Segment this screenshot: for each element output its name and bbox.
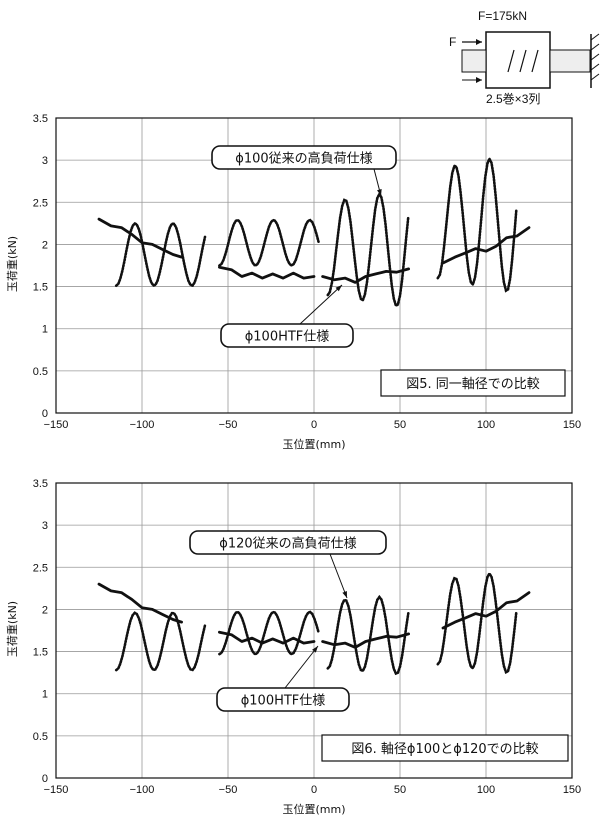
plot-frame <box>55 482 573 779</box>
chart-fig6-frame <box>55 482 573 779</box>
series-htf-segment <box>218 630 316 645</box>
y-tick-label: 0 <box>42 408 48 420</box>
chart-fig5-ylabel: 玉荷重(kN) <box>5 236 19 292</box>
y-tick-label: 2 <box>42 604 48 616</box>
x-tick-label: 0 <box>311 784 317 796</box>
callout-box <box>211 145 397 170</box>
x-tick-label: −50 <box>219 419 238 431</box>
x-tick-label: −150 <box>44 784 69 796</box>
series-conventional-segment <box>436 155 518 293</box>
y-tick-label: 3.5 <box>33 478 48 490</box>
x-tick-label: 50 <box>394 784 406 796</box>
callout-label: ϕ100HTF仕様 <box>245 330 330 345</box>
x-tick-label: 150 <box>563 784 581 796</box>
x-tick-label: 100 <box>477 784 495 796</box>
series-htf-segment <box>321 267 410 284</box>
y-tick-label: 2.5 <box>33 562 48 574</box>
y-tick-label: 2.5 <box>33 197 48 209</box>
callout-leader <box>329 553 348 599</box>
series-conventional-segment <box>218 218 320 268</box>
callout-leader <box>299 284 343 325</box>
chart-fig5-callouts: ϕ100従来の高負荷仕様 ϕ100HTF仕様 <box>211 145 397 348</box>
chart-fig5-series <box>97 155 531 308</box>
y-tick-label: 0.5 <box>33 366 48 378</box>
chart-fig6-ticks: −150 −100 −50 0 50 100 150 0 0.5 1 1.5 2 2.5 3 3.5 <box>33 478 581 796</box>
x-tick-label: 100 <box>477 419 495 431</box>
callout-arrowhead <box>342 591 347 598</box>
x-tick-label: 150 <box>563 419 581 431</box>
callout-label: ϕ120従来の高負荷仕様 <box>219 536 356 552</box>
callout-box <box>189 530 387 555</box>
y-tick-label: 1 <box>42 689 48 701</box>
shaft-right <box>549 49 591 73</box>
config-label: 2.5巻×3列 <box>486 92 540 106</box>
callout-label: ϕ100従来の高負荷仕様 <box>235 151 372 167</box>
chart-fig5: −150 −100 −50 0 50 100 150 0 0.5 1 1.5 2 2.5 3 3.5 ϕ10… <box>5 113 581 451</box>
force-arrowhead <box>476 39 482 45</box>
series-conventional-segment <box>326 191 410 308</box>
y-tick-label: 0 <box>42 773 48 785</box>
y-tick-label: 1 <box>42 324 48 336</box>
series-conventional-segment <box>114 611 207 672</box>
wall-hatch <box>590 33 600 81</box>
y-tick-label: 1.5 <box>33 647 48 659</box>
callout-box <box>220 323 354 348</box>
x-tick-label: −50 <box>219 784 238 796</box>
x-tick-label: −150 <box>44 419 69 431</box>
chart-fig5-ticks: −150 −100 −50 0 50 100 150 0 0.5 1 1.5 2 2.5 3 3.5 <box>33 113 581 431</box>
plot-frame <box>55 117 573 414</box>
thread-line-3 <box>531 49 539 73</box>
force-label: F=175kN <box>478 9 527 23</box>
f-label: F <box>449 35 456 49</box>
series-htf-segment <box>97 582 183 624</box>
x-tick-label: −100 <box>130 784 155 796</box>
chart-fig6-grid <box>55 482 573 779</box>
chart-fig5-caption-box: 図5. 同一軸径での比較 <box>380 369 566 397</box>
series-htf-segment <box>97 217 183 259</box>
reaction-arrowhead <box>476 77 482 83</box>
chart-fig6-xlabel: 玉位置(mm) <box>282 802 345 816</box>
chart-fig6: −150 −100 −50 0 50 100 150 0 0.5 1 1.5 2 2.5 3 3.5 ϕ12… <box>5 478 581 816</box>
callout-arrowhead <box>312 646 318 653</box>
chart-fig5-caption: 図5. 同一軸径での比較 <box>406 377 540 392</box>
chart-fig5-frame <box>55 117 573 414</box>
series-conventional-segment <box>114 221 207 288</box>
load-diagram: F=175kN F 2.5巻×3列 <box>449 9 600 106</box>
series-conventional-segment <box>218 610 320 656</box>
y-tick-label: 2 <box>42 239 48 251</box>
callout-label: ϕ100HTF仕様 <box>241 694 326 709</box>
chart-fig6-caption-box: 図6. 軸径ϕ100とϕ120での比較 <box>321 734 569 762</box>
chart-fig5-xlabel: 玉位置(mm) <box>282 437 345 451</box>
series-conventional-segment <box>436 571 518 675</box>
series-htf-segment <box>218 265 316 280</box>
x-tick-label: −100 <box>130 419 155 431</box>
thread-line-2 <box>519 49 527 73</box>
y-tick-label: 1.5 <box>33 282 48 294</box>
y-tick-label: 3.5 <box>33 113 48 125</box>
nut-body <box>485 31 551 89</box>
y-tick-label: 3 <box>42 520 48 532</box>
shaft-left <box>461 49 487 73</box>
callout-arrowhead <box>377 189 382 196</box>
chart-fig6-callouts: ϕ120従来の高負荷仕様 ϕ100HTF仕様 <box>189 530 387 712</box>
callout-box <box>216 687 350 712</box>
thread-line-1 <box>507 49 515 73</box>
callout-arrowhead <box>335 285 342 292</box>
x-tick-label: 50 <box>394 419 406 431</box>
chart-fig6-series <box>97 571 531 676</box>
series-conventional-segment <box>326 594 410 676</box>
chart-fig6-caption: 図6. 軸径ϕ100とϕ120での比較 <box>351 742 538 757</box>
y-tick-label: 0.5 <box>33 731 48 743</box>
series-htf-segment <box>321 632 410 649</box>
chart-fig6-ylabel: 玉荷重(kN) <box>5 601 19 657</box>
x-tick-label: 0 <box>311 419 317 431</box>
callout-leader <box>284 645 319 689</box>
series-htf-segment <box>441 226 531 265</box>
y-tick-label: 3 <box>42 155 48 167</box>
series-htf-segment <box>441 591 531 630</box>
